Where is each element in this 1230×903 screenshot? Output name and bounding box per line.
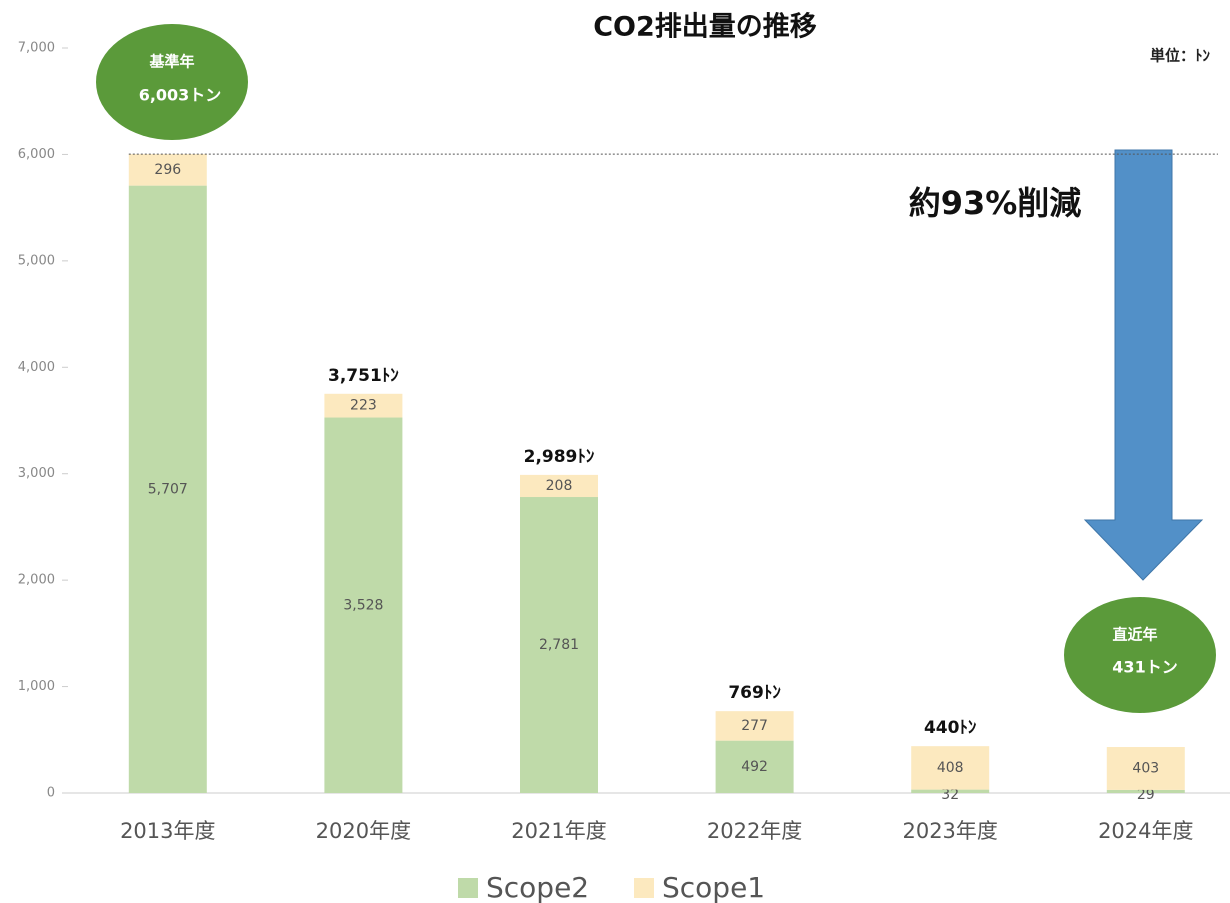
- legend-swatch: [458, 878, 478, 898]
- value-label: 277: [741, 718, 768, 734]
- chart-title: CO2排出量の推移: [593, 12, 817, 43]
- y-tick-label: 2,000: [18, 573, 55, 588]
- total-label: 3,751ﾄﾝ: [328, 366, 399, 386]
- value-label: 32: [941, 787, 959, 803]
- value-label: 408: [937, 760, 964, 776]
- total-label: 769ﾄﾝ: [728, 683, 781, 703]
- y-tick-label: 4,000: [18, 360, 55, 375]
- reduction-label: 約93%削減: [909, 184, 1082, 222]
- value-label: 29: [1137, 787, 1155, 803]
- bar-segment: [324, 417, 403, 793]
- x-tick-label: 2024年度: [1098, 819, 1193, 843]
- y-tick-label: 5,000: [18, 253, 55, 268]
- baseline-badge-value: 6,003トン: [139, 86, 222, 105]
- x-tick-label: 2022年度: [707, 819, 802, 843]
- y-tick-label: 1,000: [18, 679, 55, 694]
- bar-segment: [1106, 747, 1185, 790]
- x-tick-label: 2023年度: [902, 819, 997, 843]
- x-tick-label: 2021年度: [511, 819, 606, 843]
- bar-segment: [324, 393, 403, 418]
- value-label: 3,528: [343, 597, 383, 613]
- reduction-arrow: [1083, 149, 1204, 581]
- bar-segment: [911, 789, 990, 793]
- y-tick-label: 6,000: [18, 147, 55, 162]
- baseline-badge-title: 基準年: [148, 53, 194, 71]
- bar-segment: [128, 154, 207, 186]
- legend-label: Scope2: [486, 871, 589, 903]
- y-tick-label: 3,000: [18, 466, 55, 481]
- value-label: 2,781: [539, 637, 579, 653]
- bar-segment: [520, 497, 598, 793]
- latest-badge-title: 直近年: [1112, 626, 1157, 644]
- total-label: 440ﾄﾝ: [924, 718, 977, 738]
- x-tick-label: 2013年度: [120, 819, 215, 843]
- legend-swatch: [634, 878, 654, 898]
- bar-segment: [520, 474, 598, 498]
- x-tick-label: 2020年度: [316, 819, 411, 843]
- value-label: 403: [1132, 760, 1159, 776]
- legend-label: Scope1: [662, 871, 765, 903]
- bar-segment: [715, 740, 794, 793]
- bar-segment: [128, 185, 207, 794]
- bar-segment: [715, 711, 794, 741]
- latest-badge-value: 431トン: [1112, 658, 1177, 677]
- total-label: 2,989ﾄﾝ: [524, 447, 595, 467]
- y-tick-label: 7,000: [18, 41, 55, 56]
- value-label: 223: [350, 398, 377, 414]
- baseline-badge: [96, 24, 248, 140]
- value-label: 492: [741, 759, 768, 775]
- value-label: 208: [546, 478, 573, 494]
- unit-label: 単位：ﾄﾝ: [1150, 47, 1211, 65]
- bar-segment: [1106, 789, 1185, 793]
- latest-badge: [1064, 597, 1216, 713]
- value-label: 296: [154, 162, 181, 178]
- y-tick-label: 0: [47, 786, 55, 801]
- bar-segment: [911, 746, 990, 790]
- value-label: 5,707: [148, 481, 188, 497]
